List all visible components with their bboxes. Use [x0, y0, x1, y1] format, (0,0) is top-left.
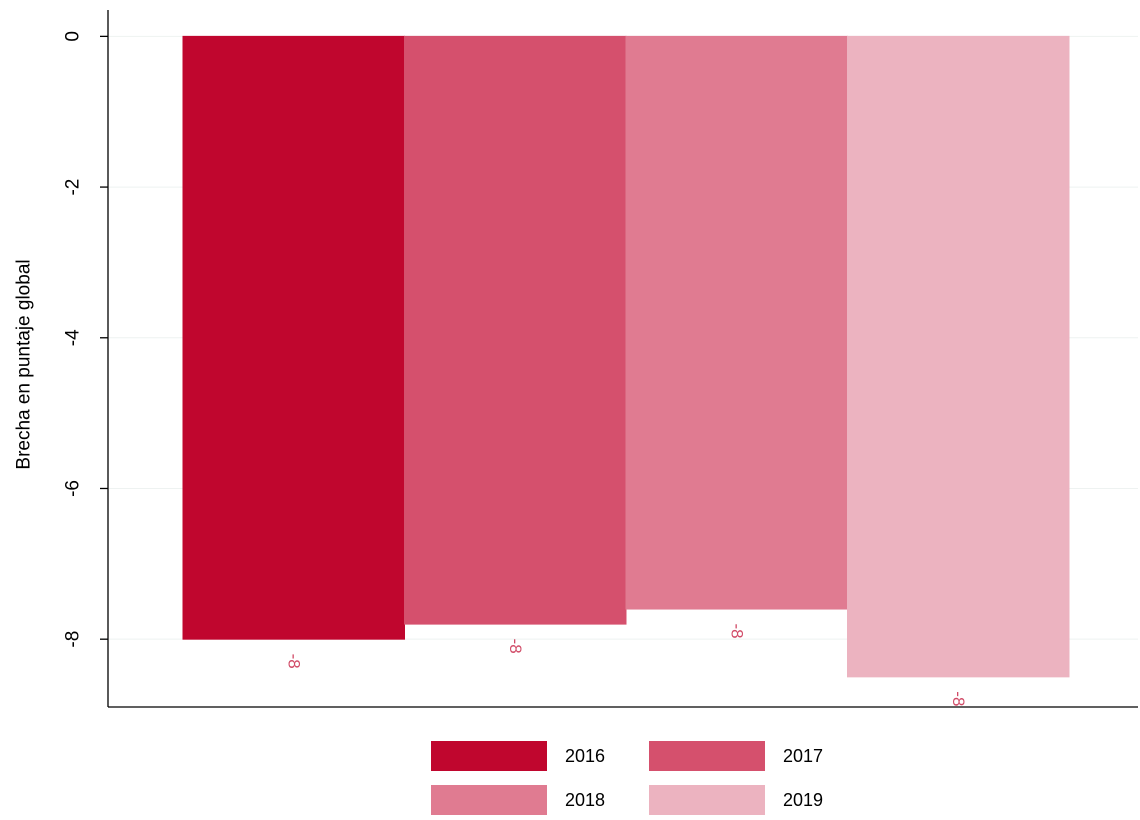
legend-item: 2016 — [431, 741, 605, 771]
legend-swatch — [649, 785, 765, 815]
legend-item: 2018 — [431, 785, 605, 815]
legend-label: 2019 — [783, 790, 823, 810]
legend: 2016 2017 2018 2019 — [431, 741, 823, 815]
bars-layer — [182, 35, 1070, 678]
y-tick-label: -2 — [63, 179, 84, 196]
axis-layer: 0 -2 -4 -6 -8 Brecha en puntaje global — [14, 10, 1138, 708]
data-label: -8 — [949, 691, 968, 706]
legend-item: 2019 — [649, 785, 823, 815]
legend-label: 2017 — [783, 746, 823, 766]
legend-label: 2018 — [565, 790, 605, 810]
data-label: -8 — [284, 654, 303, 669]
legend-label: 2016 — [565, 746, 605, 766]
bar-2017 — [404, 35, 627, 625]
y-axis-title: Brecha en puntaje global — [14, 259, 35, 469]
data-label: -8 — [506, 639, 525, 654]
legend-swatch — [649, 741, 765, 771]
y-tick-label: 0 — [63, 31, 84, 42]
legend-swatch — [431, 741, 547, 771]
y-tick-label: -6 — [63, 480, 84, 497]
data-label: -8 — [727, 623, 746, 638]
legend-swatch — [431, 785, 547, 815]
y-tick-label: -4 — [63, 329, 84, 346]
bar-2018 — [625, 35, 848, 610]
bar-2016 — [182, 35, 405, 640]
y-tick-label: -8 — [63, 631, 84, 648]
data-labels-layer: -8 -8 -8 -8 — [284, 623, 968, 706]
bar-2019 — [847, 35, 1070, 678]
legend-item: 2017 — [649, 741, 823, 771]
